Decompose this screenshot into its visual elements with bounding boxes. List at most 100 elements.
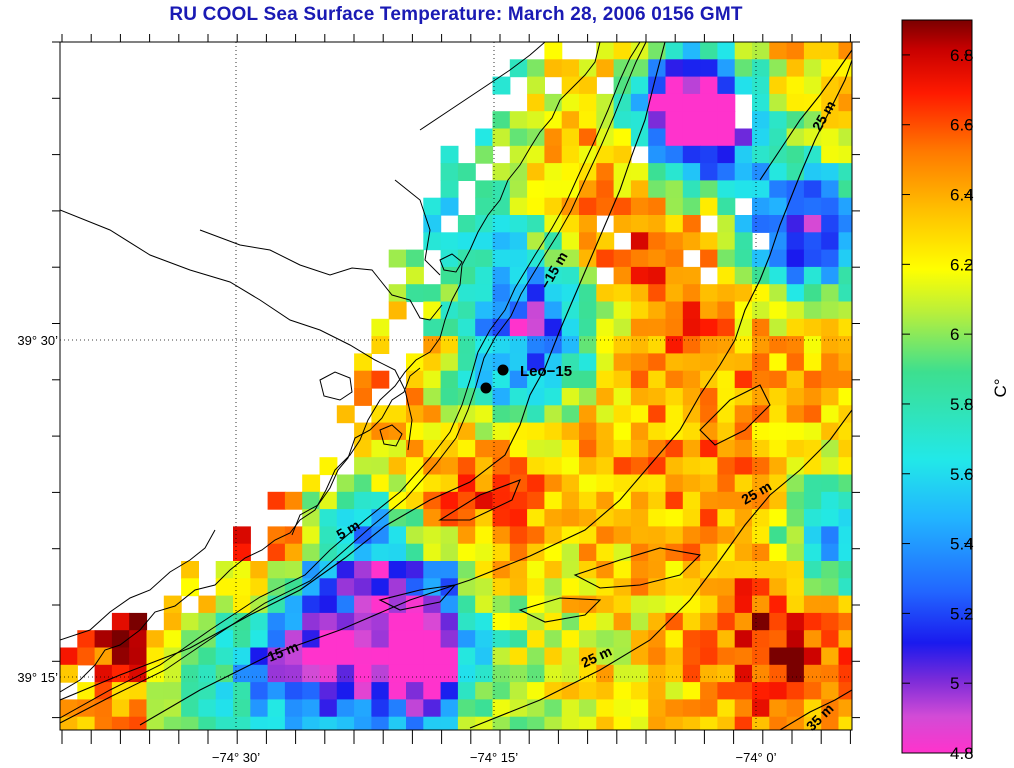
sst-cell: [803, 249, 822, 268]
sst-cell: [665, 145, 684, 164]
sst-cell: [457, 509, 476, 527]
station-marker-leo15[interactable]: [497, 364, 509, 376]
sst-cell: [561, 318, 580, 337]
sst-cell: [579, 59, 597, 78]
sst-cell: [734, 578, 753, 597]
sst-cell: [803, 215, 822, 233]
sst-cell: [821, 664, 840, 683]
sst-cell: [665, 716, 684, 730]
sst-cell: [803, 561, 822, 579]
sst-cell: [579, 318, 597, 337]
colorbar-tick-label: 5: [950, 674, 959, 693]
colorbar: [901, 19, 973, 754]
sst-cell: [665, 561, 684, 579]
sst-cell: [163, 595, 182, 614]
sst-cell: [233, 630, 251, 649]
sst-cell: [734, 128, 753, 147]
sst-cell: [821, 111, 840, 130]
sst-cell: [648, 457, 667, 476]
sst-cell: [821, 543, 840, 562]
sst-cell: [561, 509, 580, 527]
sst-cell: [440, 318, 459, 337]
sst-cell: [734, 59, 753, 78]
sst-cell: [682, 595, 701, 614]
sst-cell: [596, 491, 615, 510]
sst-cell: [440, 163, 459, 181]
sst-cell: [579, 457, 597, 476]
sst-cell: [319, 578, 338, 597]
sst-cell: [440, 543, 459, 562]
sst-cell: [700, 595, 718, 614]
sst-cell: [544, 111, 563, 130]
sst-cell: [613, 716, 632, 730]
sst-cell: [492, 336, 511, 354]
sst-cell: [146, 647, 165, 666]
sst-cell: [579, 370, 597, 389]
sst-cell: [821, 647, 840, 666]
sst-cell: [786, 284, 805, 303]
sst-cell: [509, 561, 528, 579]
sst-cell: [561, 543, 580, 562]
sst-cell: [302, 612, 321, 631]
sst-cell: [527, 93, 545, 112]
sst-cell: [579, 595, 597, 614]
sst-cell: [492, 128, 511, 147]
sst-cell: [423, 716, 442, 730]
sst-cell: [596, 111, 615, 130]
sst-cell: [544, 197, 563, 216]
sst-cell: [717, 630, 736, 649]
sst-cell: [821, 180, 840, 199]
sst-cell: [700, 111, 718, 130]
sst-cell: [821, 215, 840, 233]
sst-cell: [821, 716, 840, 730]
sst-cell: [319, 630, 338, 649]
sst-cell: [786, 301, 805, 320]
sst-cell: [803, 664, 822, 683]
sst-cell: [821, 457, 840, 476]
sst-cell: [717, 543, 736, 562]
sst-cell: [630, 163, 649, 181]
sst-cell: [700, 664, 718, 683]
sst-cell: [544, 647, 563, 666]
sst-cell: [579, 630, 597, 649]
sst-cell: [838, 266, 852, 285]
sst-cell: [509, 145, 528, 164]
sst-cell: [682, 716, 701, 730]
sst-cell: [371, 716, 390, 730]
lat-label-1: 39° 30’: [17, 333, 58, 348]
sst-cell: [838, 163, 852, 181]
sst-cell: [302, 682, 321, 700]
sst-cell: [717, 76, 736, 95]
estuary-lower: [60, 209, 413, 451]
sst-cell: [111, 716, 130, 730]
sst-cell: [527, 578, 545, 597]
sst-cell: [406, 526, 424, 545]
sst-cell: [60, 699, 78, 718]
sst-cell: [821, 266, 840, 285]
sst-cell: [838, 111, 852, 130]
sst-cell: [94, 664, 113, 683]
sst-cell: [181, 699, 199, 718]
sst-cell: [527, 215, 545, 233]
sst-cell: [717, 388, 736, 406]
sst-cell: [509, 647, 528, 666]
sst-cell: [838, 561, 852, 579]
sst-cell: [613, 561, 632, 579]
station-marker-secondary[interactable]: [480, 382, 492, 394]
sst-cell: [129, 716, 148, 730]
station-label: Leo−15: [520, 363, 572, 380]
sst-cell: [821, 93, 840, 112]
sst-cell: [769, 491, 788, 510]
sst-cell: [786, 422, 805, 441]
sst-cell: [440, 180, 459, 199]
sst-cell: [734, 509, 753, 527]
sst-cell: [803, 526, 822, 545]
sst-cell: [752, 93, 770, 112]
sst-cell: [786, 266, 805, 285]
sst-cell: [319, 595, 338, 614]
sst-cell: [561, 59, 580, 78]
sst-cell: [803, 439, 822, 458]
sst-cell: [803, 232, 822, 251]
sst-cell: [700, 93, 718, 112]
sst-cell: [786, 682, 805, 700]
